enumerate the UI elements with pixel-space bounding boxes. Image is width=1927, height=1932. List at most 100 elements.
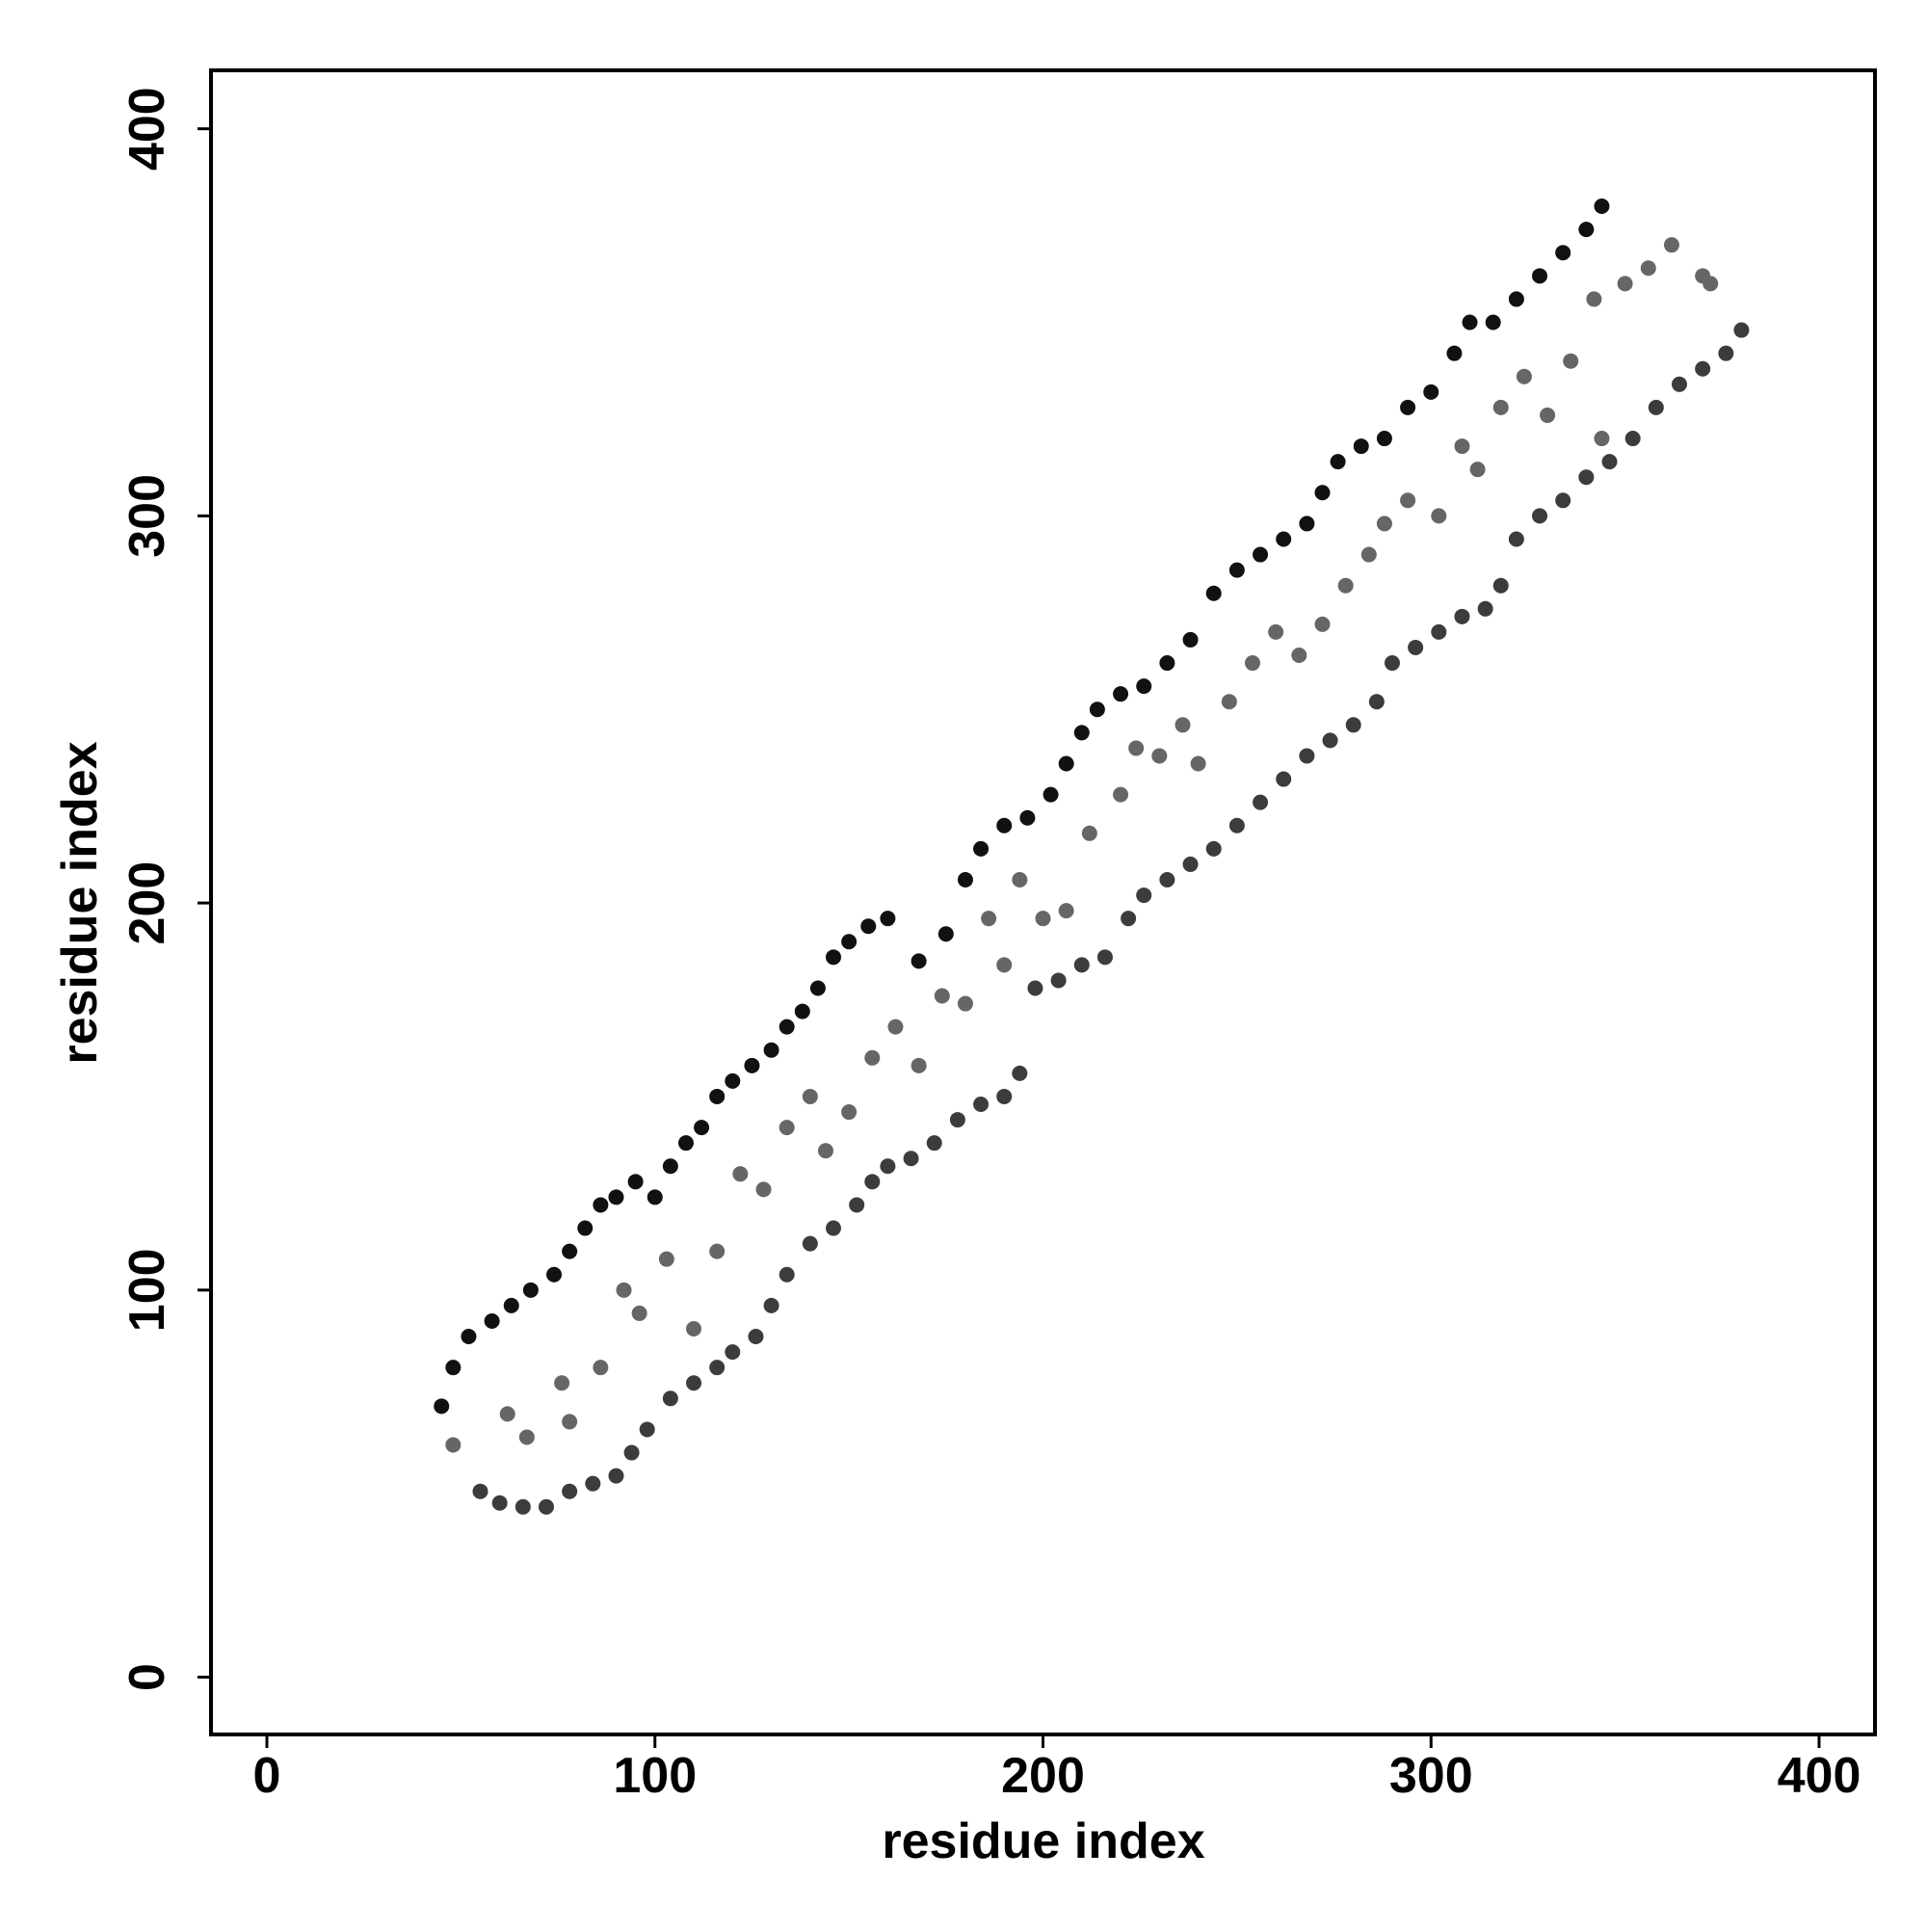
scatter-point [1345, 717, 1361, 733]
scatter-point [860, 918, 877, 935]
scatter-point [1648, 399, 1664, 415]
scatter-point [499, 1406, 515, 1422]
x-axis-title: residue index [882, 1813, 1204, 1869]
scatter-point [1672, 376, 1688, 392]
scatter-point [577, 1220, 594, 1236]
scatter-point [554, 1375, 570, 1391]
scatter-point [677, 1135, 694, 1151]
scatter-point [1360, 546, 1377, 563]
scatter-point [1291, 648, 1307, 664]
scatter-point [1578, 469, 1595, 486]
y-tick-label: 400 [119, 87, 175, 171]
scatter-point [779, 1120, 795, 1136]
scatter-point [562, 1243, 578, 1259]
scatter-point [841, 1104, 858, 1121]
scatter-point [957, 995, 973, 1012]
scatter-point [1314, 616, 1331, 632]
scatter-point [1113, 686, 1129, 702]
scatter-point [503, 1297, 519, 1313]
scatter-point [562, 1483, 578, 1499]
scatter-point [1027, 980, 1043, 996]
scatter-point [709, 1360, 726, 1376]
scatter-point [1314, 485, 1331, 501]
scatter-point [1624, 431, 1641, 447]
scatter-point [887, 1019, 904, 1035]
scatter-point [686, 1375, 702, 1391]
scatter-point [546, 1266, 563, 1283]
scatter-point [1136, 887, 1152, 904]
scatter-point [1400, 492, 1416, 509]
scatter-point [1384, 655, 1400, 672]
scatter-point [522, 1282, 539, 1298]
scatter-point [1228, 817, 1245, 834]
scatter-point [1050, 972, 1067, 989]
scatter-point [1516, 368, 1532, 384]
scatter-point [1159, 655, 1175, 672]
scatter-point [864, 1049, 881, 1066]
scatter-point [1019, 809, 1036, 826]
scatter-point [1182, 631, 1199, 648]
scatter-point [709, 1088, 726, 1104]
scatter-point [802, 1235, 818, 1252]
scatter-point [445, 1360, 462, 1376]
scatter-point [817, 1143, 833, 1159]
scatter-point [1423, 384, 1439, 400]
scatter-point [802, 1088, 818, 1104]
scatter-point [647, 1189, 663, 1205]
scatter-point [1492, 577, 1509, 594]
scatter-point [1182, 856, 1199, 872]
scatter-point [1532, 268, 1548, 284]
scatter-point [794, 1003, 810, 1019]
scatter-point [1012, 1065, 1028, 1081]
scatter-point [1469, 462, 1486, 478]
scatter-point [484, 1312, 500, 1329]
scatter-point [1299, 748, 1315, 764]
scatter-point [593, 1360, 609, 1376]
scatter-point [1454, 438, 1470, 455]
scatter-point [1136, 678, 1152, 695]
scatter-point [709, 1243, 726, 1259]
scatter-point [1431, 508, 1447, 524]
scatter-point [1035, 911, 1051, 927]
scatter-point [732, 1166, 749, 1182]
scatter-point [631, 1305, 647, 1321]
scatter-point [779, 1266, 795, 1283]
scatter-point [562, 1414, 578, 1430]
scatter-point [491, 1495, 508, 1511]
scatter-point [1096, 949, 1113, 966]
scatter-point [593, 1197, 609, 1213]
scatter-point [755, 1181, 772, 1198]
scatter-point [1555, 245, 1571, 261]
scatter-point [957, 871, 973, 887]
scatter-point [1190, 755, 1206, 772]
scatter-point [1508, 291, 1524, 307]
scatter-point [1563, 353, 1579, 369]
scatter-point [1617, 276, 1633, 292]
x-tick-label: 200 [1001, 1748, 1085, 1804]
scatter-point [1081, 825, 1097, 841]
scatter-point [1159, 871, 1175, 887]
scatter-point [1205, 585, 1222, 601]
scatter-point [1073, 725, 1090, 741]
scatter-point [518, 1429, 535, 1445]
scatter-point [1368, 694, 1385, 710]
scatter-point [585, 1475, 601, 1492]
scatter-point [934, 988, 950, 1004]
scatter-point [1299, 516, 1315, 532]
scatter-point [662, 1390, 678, 1407]
scatter-point [809, 980, 826, 996]
scatter-point [461, 1329, 477, 1345]
scatter-point [763, 1297, 779, 1313]
scatter-point [1446, 345, 1463, 361]
scatter-point [1043, 786, 1059, 803]
scatter-point [1718, 345, 1734, 361]
scatter-point [1578, 222, 1595, 238]
scatter-point [725, 1072, 741, 1089]
scatter-point [973, 1096, 990, 1112]
scatter-point [1508, 531, 1524, 547]
scatter-point [538, 1498, 554, 1515]
y-tick-label: 100 [119, 1248, 175, 1332]
scatter-point [1276, 771, 1292, 787]
scatter-point [1594, 198, 1610, 215]
